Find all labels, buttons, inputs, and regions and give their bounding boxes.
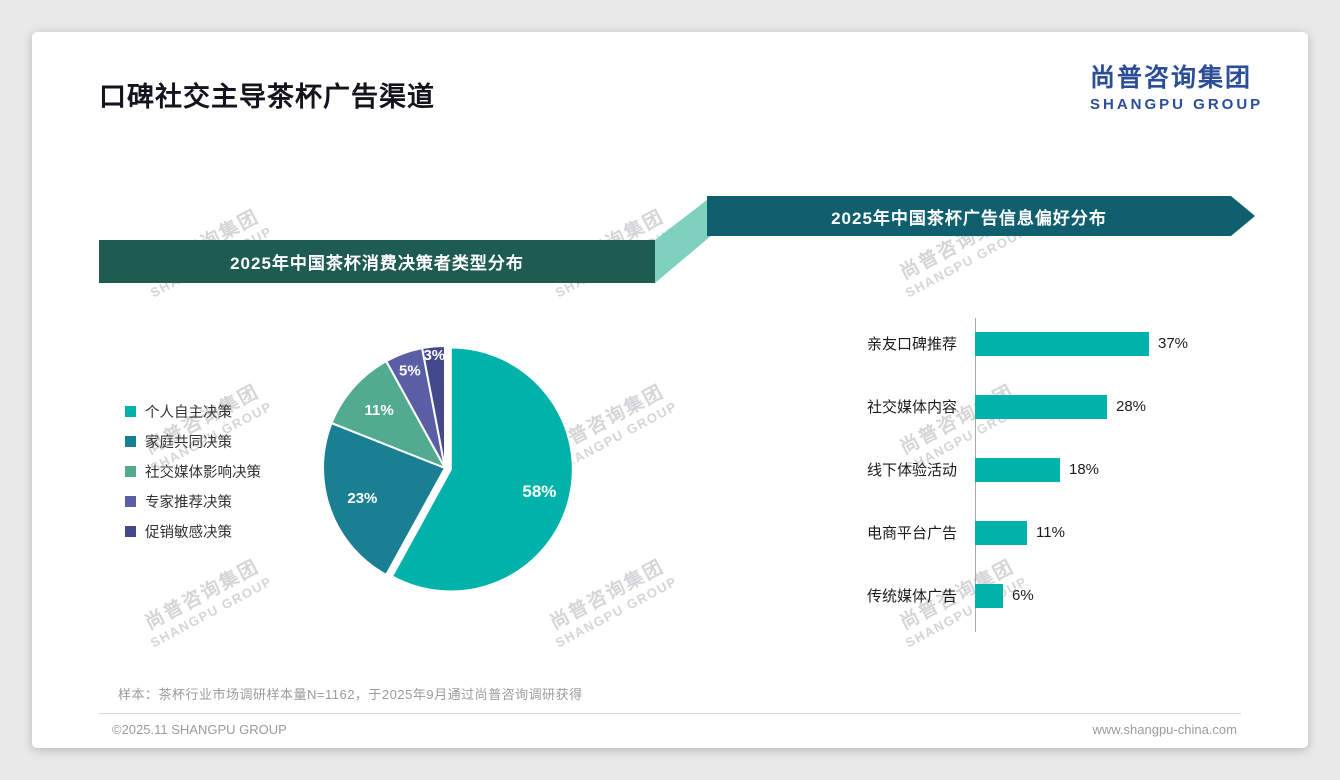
bar-row: 线下体验活动 18% xyxy=(832,438,1188,501)
footer-copyright: ©2025.11 SHANGPU GROUP xyxy=(112,722,287,737)
bar xyxy=(975,331,1149,356)
legend-swatch xyxy=(125,435,136,447)
bar-category-label: 亲友口碑推荐 xyxy=(866,336,957,353)
legend-label: 家庭共同决策 xyxy=(145,434,232,451)
bar xyxy=(975,457,1060,482)
bar xyxy=(975,520,1027,545)
pie-legend: 个人自主决策 家庭共同决策社交媒体影响决策 专家推荐决策 促销敏感决策 xyxy=(125,396,261,546)
slide-card: 尚普咨询集团 SHANGPU GROUP 尚普咨询集团 SHANGPU GROUP 尚普… xyxy=(32,32,1308,748)
pie-data-label: 11% xyxy=(364,402,393,419)
legend-label: 专家推荐决策 xyxy=(145,494,232,511)
footer-website: www.shangpu-china.com xyxy=(1092,722,1237,737)
bar xyxy=(975,583,1003,608)
bar-row: 传统媒体广告 6% xyxy=(832,564,1188,627)
pie-slice xyxy=(322,422,446,576)
legend-item: 家庭共同决策 xyxy=(125,426,261,456)
page-title: 口碑社交主导茶杯广告渠道 xyxy=(99,82,435,112)
legend-item: 社交媒体影响决策 xyxy=(125,456,261,486)
legend-swatch xyxy=(125,405,136,417)
bar-value-label: 28% xyxy=(1116,398,1147,415)
legend-item: 促销敏感决策 xyxy=(125,516,261,546)
bar-row: 电商平台广告 11% xyxy=(832,501,1188,564)
bar-value-label: 18% xyxy=(1069,461,1100,478)
legend-label: 促销敏感决策 xyxy=(145,524,232,541)
pie-slice xyxy=(421,345,446,469)
pie-data-label: 23% xyxy=(347,490,377,507)
pie-chart: 58% 23% 11% 5%3% xyxy=(322,345,574,593)
legend-label: 个人自主决策 xyxy=(145,404,232,421)
bar-row: 亲友口碑推荐 37% xyxy=(832,312,1188,375)
logo-english-name: SHANGPU GROUP xyxy=(1090,96,1264,113)
banner-connector-shape xyxy=(655,196,712,283)
legend-swatch xyxy=(125,465,136,477)
bar-category-label: 电商平台广告 xyxy=(866,525,957,542)
sample-note: 样本：茶杯行业市场调研样本量N=1162，于2025年9月通过尚普咨询调研获得 xyxy=(118,687,583,702)
logo-chinese-name: 尚普咨询集团 xyxy=(1090,64,1253,92)
pie-chart-title-banner: 2025年中国茶杯消费决策者类型分布 xyxy=(99,240,655,283)
legend-item: 个人自主决策 xyxy=(125,396,261,426)
footer-divider xyxy=(99,713,1241,714)
pie-slice xyxy=(330,360,446,469)
legend-swatch xyxy=(125,495,136,507)
bar-value-label: 37% xyxy=(1158,335,1189,352)
bar-category-label: 传统媒体广告 xyxy=(866,588,957,605)
pie-data-label: 3% xyxy=(423,347,445,364)
bar-chart: 亲友口碑推荐 37% 社交媒体内容 28% 线下体验活动 18% 电商平台广告 11% 传统媒体… xyxy=(832,312,1188,627)
pie-data-label: 58% xyxy=(522,482,556,501)
legend-swatch xyxy=(125,525,136,537)
pie-slice xyxy=(391,346,574,593)
legend-label: 社交媒体影响决策 xyxy=(145,464,261,481)
bar-category-label: 线下体验活动 xyxy=(866,462,957,479)
bar-chart-title-banner: 2025年中国茶杯广告信息偏好分布 xyxy=(707,196,1255,236)
pie-data-label: 5% xyxy=(399,362,421,379)
bar-value-label: 11% xyxy=(1036,524,1065,541)
bar-value-label: 6% xyxy=(1012,587,1034,604)
legend-item: 专家推荐决策 xyxy=(125,486,261,516)
company-logo: 尚普咨询集团 SHANGPU GROUP xyxy=(1090,58,1263,113)
bar xyxy=(975,394,1107,419)
bar-row: 社交媒体内容 28% xyxy=(832,375,1188,438)
bar-category-label: 社交媒体内容 xyxy=(866,399,957,416)
